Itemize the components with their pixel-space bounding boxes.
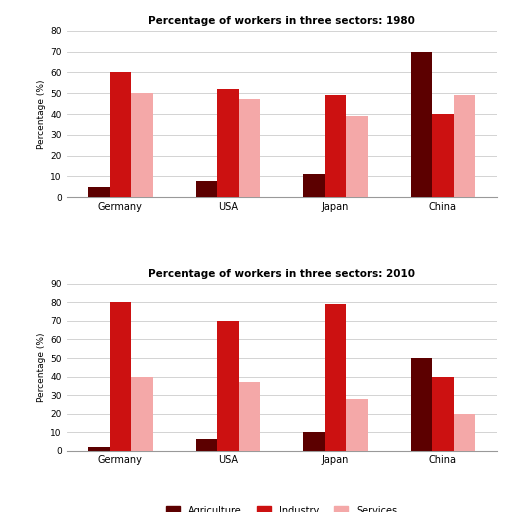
- Bar: [131, 93, 153, 197]
- Bar: [454, 95, 475, 197]
- Bar: [110, 72, 131, 197]
- Bar: [217, 321, 239, 451]
- Bar: [88, 187, 110, 197]
- Bar: [131, 376, 153, 451]
- Bar: [196, 439, 217, 451]
- Bar: [196, 181, 217, 197]
- Bar: [411, 52, 432, 197]
- Bar: [303, 175, 325, 197]
- Bar: [88, 447, 110, 451]
- Bar: [239, 382, 260, 451]
- Y-axis label: Percentage (%): Percentage (%): [37, 79, 46, 149]
- Bar: [303, 432, 325, 451]
- Title: Percentage of workers in three sectors: 2010: Percentage of workers in three sectors: …: [148, 269, 415, 279]
- Bar: [346, 116, 368, 197]
- Bar: [239, 99, 260, 197]
- Legend: Agriculture, Industry, Services: Agriculture, Industry, Services: [162, 502, 401, 512]
- Title: Percentage of workers in three sectors: 1980: Percentage of workers in three sectors: …: [148, 16, 415, 26]
- Bar: [217, 89, 239, 197]
- Bar: [454, 414, 475, 451]
- Bar: [110, 303, 131, 451]
- Bar: [346, 399, 368, 451]
- Bar: [432, 376, 454, 451]
- Bar: [325, 95, 346, 197]
- Y-axis label: Percentage (%): Percentage (%): [37, 332, 46, 402]
- Bar: [325, 304, 346, 451]
- Bar: [432, 114, 454, 197]
- Bar: [411, 358, 432, 451]
